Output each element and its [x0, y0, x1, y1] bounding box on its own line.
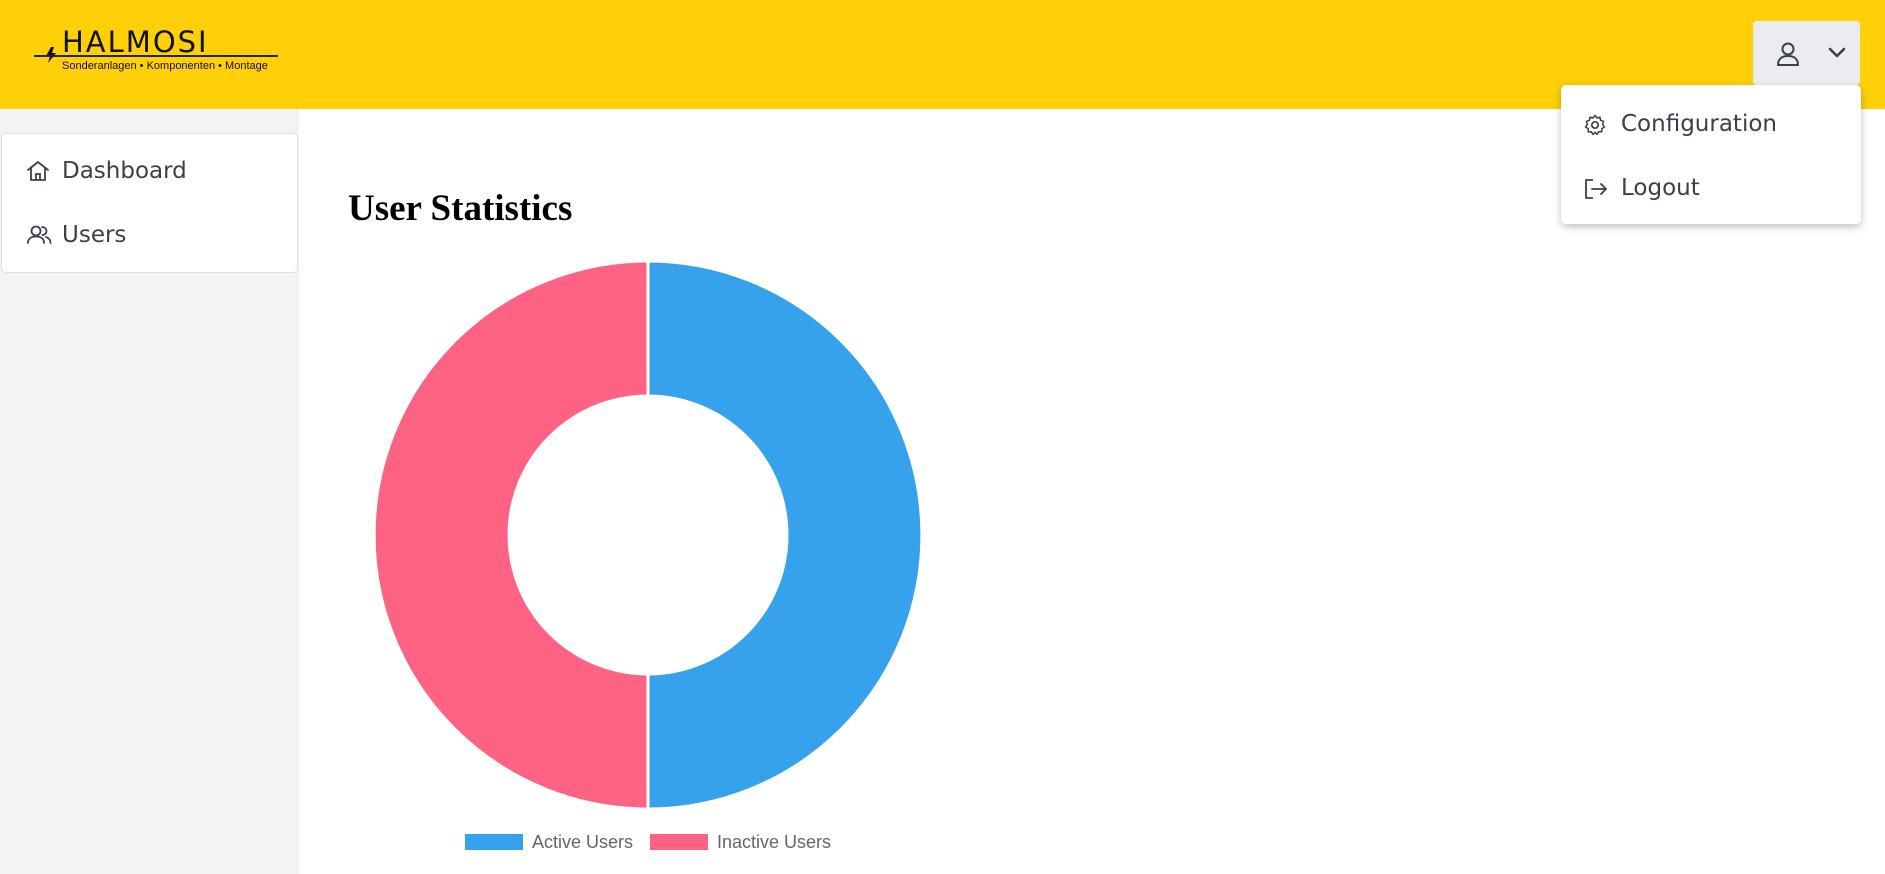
sidebar: Dashboard Users — [0, 109, 299, 874]
sidebar-item-dashboard[interactable]: Dashboard — [2, 144, 297, 200]
slice-inactive-users[interactable] — [372, 259, 650, 811]
sidebar-item-label: Users — [62, 222, 127, 248]
users-icon — [27, 225, 52, 244]
sidebar-item-label: Dashboard — [62, 158, 187, 184]
top-bar: HALMOSI Sonderanlagen • Komponenten • Mo… — [0, 0, 1885, 109]
logo-title: HALMOSI — [62, 25, 209, 59]
logo-subtitle: Sonderanlagen • Komponenten • Montage — [62, 60, 268, 72]
home-icon — [27, 161, 49, 181]
menu-item-label: Logout — [1621, 175, 1700, 201]
logo-underline — [34, 55, 278, 57]
user-statistics-doughnut-chart: Active Users Inactive Users — [372, 259, 924, 850]
menu-item-label: Configuration — [1621, 111, 1777, 137]
gear-icon — [1584, 114, 1606, 136]
user-dropdown-menu: Configuration Logout — [1561, 85, 1861, 224]
slice-active-users[interactable] — [646, 259, 924, 811]
legend-swatch-active-users[interactable] — [465, 834, 523, 850]
legend-swatch-inactive-users[interactable] — [650, 834, 708, 850]
logout-icon — [1585, 179, 1607, 199]
chevron-down-icon — [1828, 47, 1846, 58]
sidebar-nav: Dashboard Users — [1, 133, 298, 273]
user-menu-button[interactable] — [1753, 21, 1860, 85]
halmosi-logo[interactable]: HALMOSI Sonderanlagen • Komponenten • Mo… — [34, 26, 284, 76]
user-icon — [1777, 42, 1799, 66]
menu-item-configuration[interactable]: Configuration — [1561, 101, 1861, 151]
legend-label-inactive-users[interactable]: Inactive Users — [717, 832, 831, 850]
page-title: User Statistics — [348, 188, 573, 229]
sidebar-item-users[interactable]: Users — [2, 208, 297, 264]
legend-label-active-users[interactable]: Active Users — [532, 832, 633, 850]
menu-item-logout[interactable]: Logout — [1561, 165, 1861, 215]
